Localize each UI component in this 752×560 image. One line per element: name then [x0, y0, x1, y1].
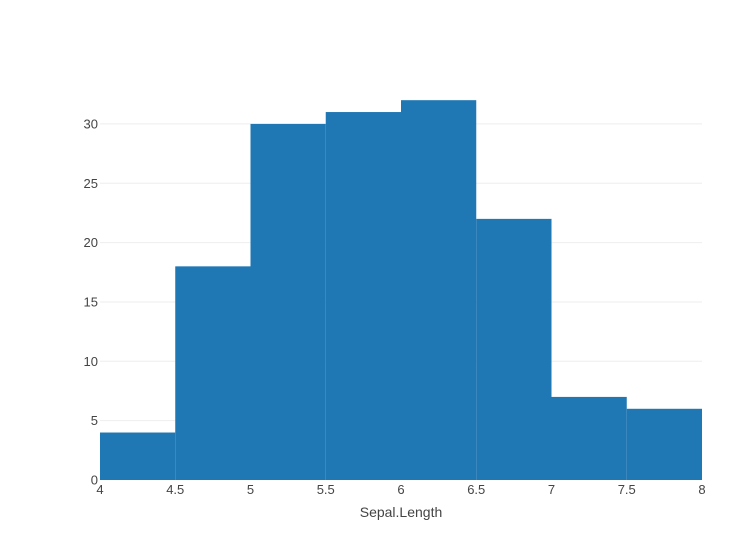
histogram-bar	[325, 112, 401, 480]
histogram-bar	[175, 266, 251, 480]
histogram-bar	[401, 100, 477, 480]
x-tick-label: 7.5	[618, 482, 636, 497]
histogram-bar	[626, 408, 702, 480]
x-tick-label: 5.5	[317, 482, 335, 497]
histogram-bar	[250, 123, 326, 480]
x-tick-label: 6.5	[467, 482, 485, 497]
y-tick-label: 10	[84, 354, 98, 369]
x-tick-label: 4	[96, 482, 103, 497]
x-tick-label: 5	[247, 482, 254, 497]
histogram-bar	[100, 432, 176, 480]
x-axis-title: Sepal.Length	[360, 504, 443, 520]
x-tick-label: 4.5	[166, 482, 184, 497]
y-tick-label: 30	[84, 116, 98, 131]
histogram-bars	[100, 100, 702, 480]
y-tick-label: 15	[84, 294, 98, 309]
x-tick-labels: 4 4.5 5 5.5 6 6.5 7 7.5 8	[96, 482, 705, 497]
y-tick-label: 0	[91, 473, 98, 488]
y-tick-label: 25	[84, 176, 98, 191]
y-tick-labels: 0 5 10 15 20 25 30	[84, 116, 98, 487]
x-tick-label: 6	[397, 482, 404, 497]
histogram-bar	[551, 396, 627, 480]
y-tick-label: 5	[91, 413, 98, 428]
x-tick-label: 7	[548, 482, 555, 497]
x-tick-label: 8	[698, 482, 705, 497]
y-tick-label: 20	[84, 235, 98, 250]
histogram-bar	[476, 218, 552, 480]
